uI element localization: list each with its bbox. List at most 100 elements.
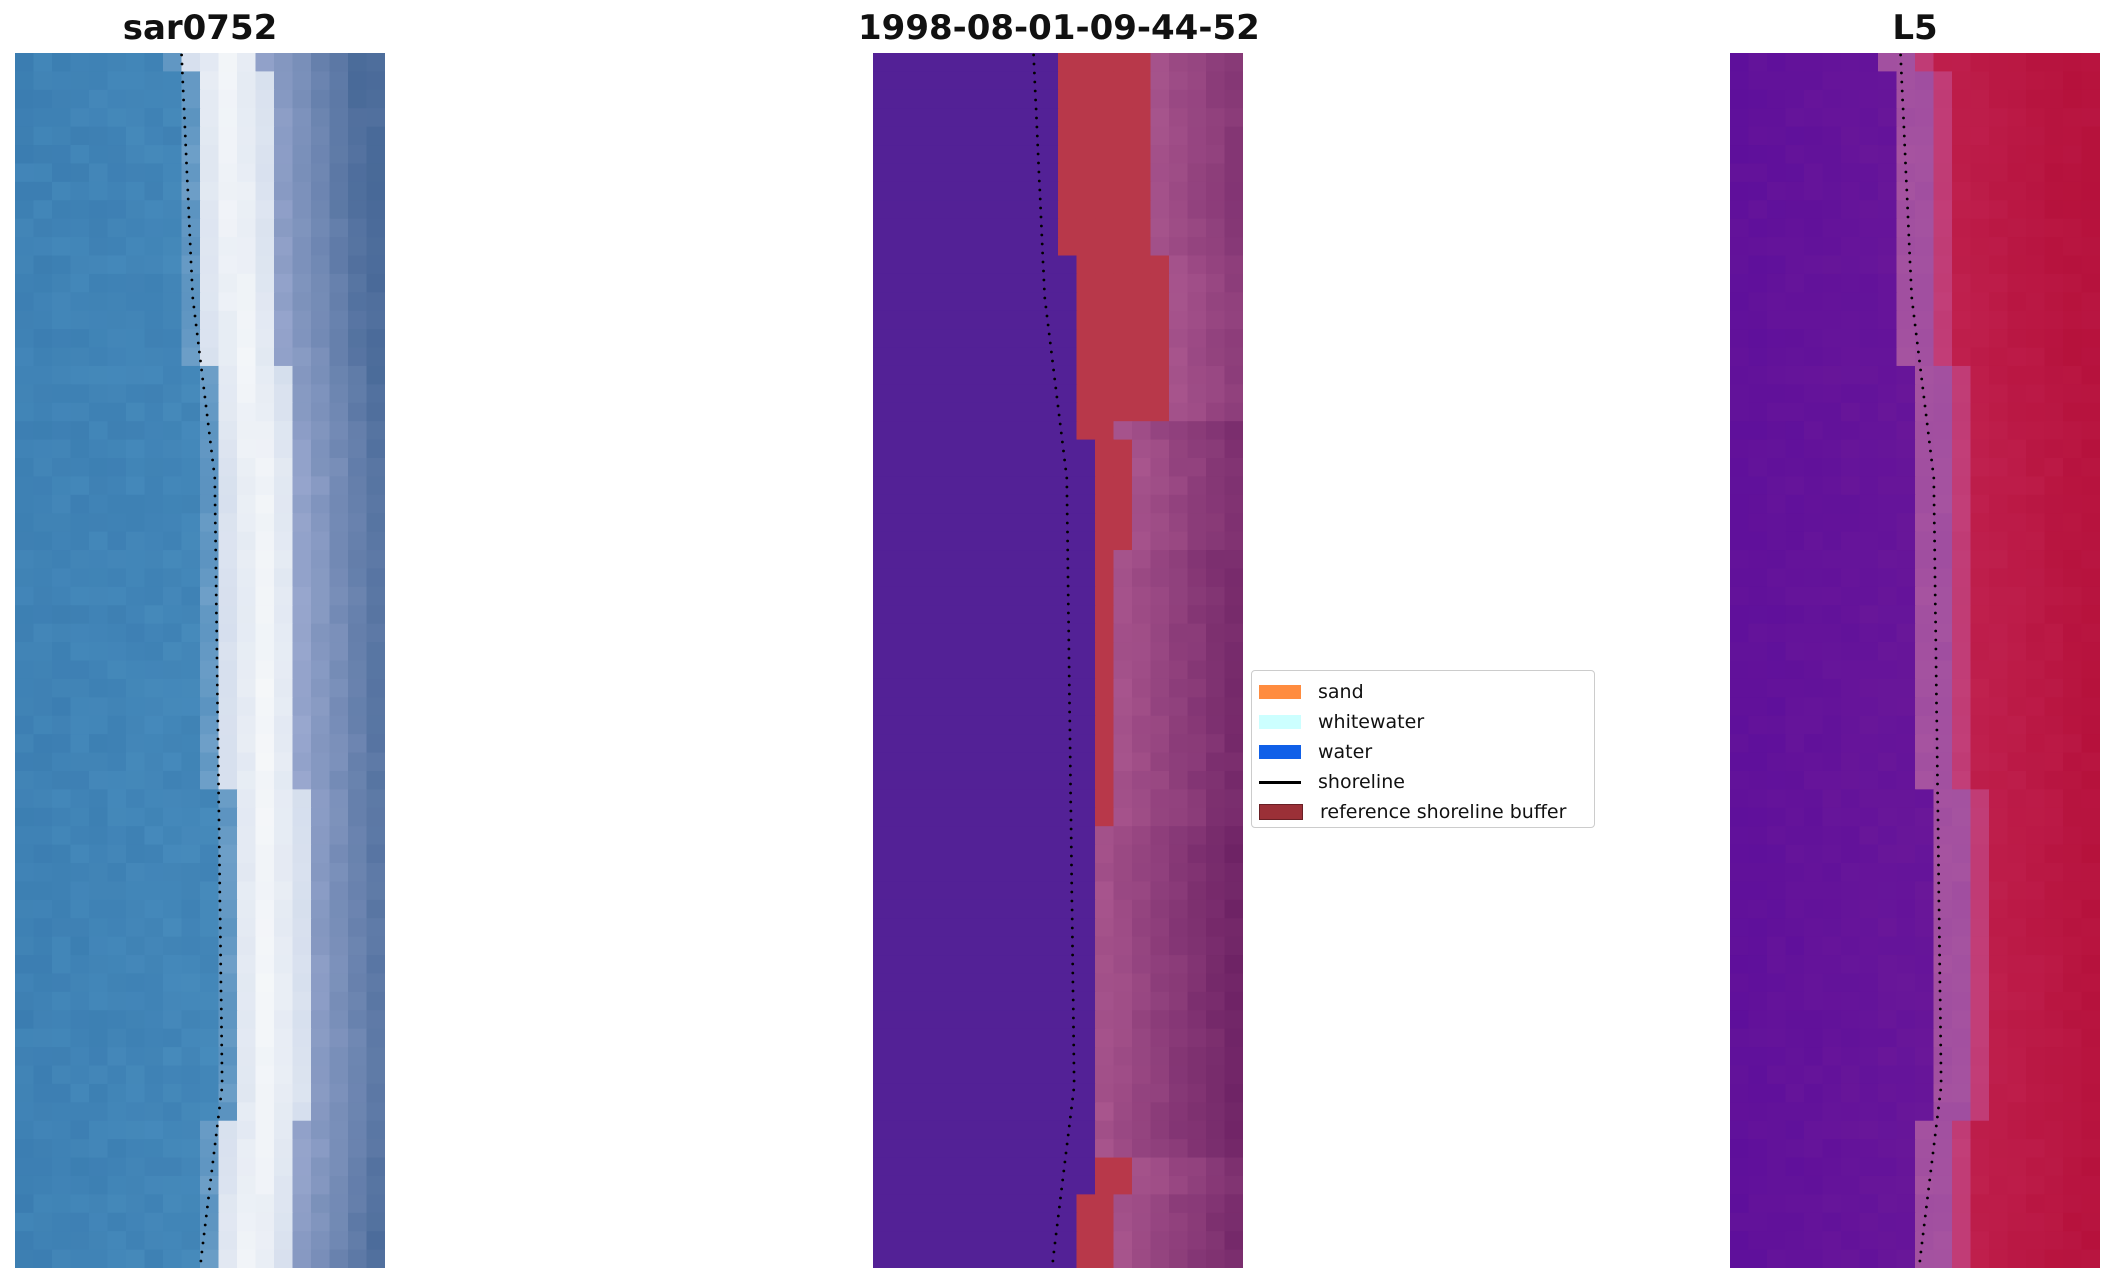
image-pixel (144, 844, 164, 864)
class-pixel (1206, 126, 1226, 146)
shoreline-point (1924, 413, 1928, 417)
class-pixel (1132, 421, 1152, 441)
class-pixel (910, 715, 930, 735)
class-pixel (1187, 439, 1207, 459)
index-pixel (1804, 715, 1824, 735)
shoreline-point (214, 548, 218, 552)
shoreline-point (1938, 989, 1942, 993)
class-pixel (873, 678, 893, 698)
index-pixel (1896, 1231, 1916, 1251)
class-pixel (1169, 568, 1189, 588)
index-pixel (1989, 1249, 2009, 1268)
image-pixel (181, 1231, 201, 1251)
class-pixel (1206, 918, 1226, 938)
index-pixel (2007, 918, 2027, 938)
index-pixel (1730, 605, 1750, 625)
class-pixel (1021, 531, 1041, 551)
image-pixel (107, 789, 127, 809)
image-pixel (274, 200, 294, 220)
class-pixel (1076, 789, 1096, 809)
image-pixel (311, 1120, 331, 1140)
shoreline-point (1939, 1016, 1942, 1020)
image-pixel (70, 752, 90, 772)
class-pixel (910, 586, 930, 606)
class-pixel (984, 1194, 1004, 1214)
class-pixel (1058, 678, 1078, 698)
class-pixel (1224, 660, 1243, 680)
image-pixel (292, 108, 312, 128)
image-pixel (144, 89, 164, 109)
index-pixel (1952, 1083, 1972, 1103)
index-pixel (1767, 1120, 1787, 1140)
image-pixel (366, 200, 385, 220)
image-pixel (70, 991, 90, 1011)
index-pixel (1822, 881, 1842, 901)
shoreline-point (217, 791, 221, 795)
image-pixel (52, 1102, 72, 1122)
image-pixel (255, 255, 275, 275)
class-pixel (1076, 1157, 1096, 1177)
class-pixel (873, 973, 893, 993)
image-pixel (200, 402, 220, 422)
index-pixel (1896, 991, 1916, 1011)
shoreline-point (1904, 179, 1908, 183)
class-pixel (1095, 1083, 1115, 1103)
image-pixel (255, 1083, 275, 1103)
image-pixel (15, 844, 35, 864)
image-pixel (126, 458, 146, 478)
class-pixel (873, 494, 893, 514)
index-pixel (1822, 513, 1842, 533)
class-pixel (947, 218, 967, 238)
index-pixel (1859, 402, 1879, 422)
image-pixel (292, 918, 312, 938)
index-pixel (1859, 1249, 1879, 1268)
image-pixel (329, 789, 349, 809)
index-pixel (2044, 770, 2064, 790)
shoreline-point (1931, 1151, 1935, 1155)
index-pixel (1896, 1157, 1916, 1177)
image-pixel (126, 844, 146, 864)
index-pixel (1730, 1175, 1750, 1195)
class-pixel (965, 826, 985, 846)
image-pixel (15, 863, 35, 883)
index-pixel (1748, 310, 1768, 330)
image-pixel (107, 1231, 127, 1251)
image-pixel (292, 605, 312, 625)
index-pixel (2007, 476, 2027, 496)
class-pixel (1206, 1083, 1226, 1103)
index-pixel (1859, 1194, 1879, 1214)
image-pixel (163, 218, 183, 238)
class-pixel (1132, 108, 1152, 128)
image-pixel (33, 1028, 53, 1048)
index-pixel (2026, 605, 2046, 625)
shoreline-point (1071, 953, 1074, 957)
class-pixel (873, 715, 893, 735)
image-pixel (255, 660, 275, 680)
index-pixel (2044, 53, 2064, 73)
image-pixel (311, 494, 331, 514)
class-pixel (1224, 1231, 1243, 1251)
class-pixel (1113, 844, 1133, 864)
class-pixel (1187, 752, 1207, 772)
image-pixel (292, 991, 312, 1011)
image-pixel (200, 126, 220, 146)
class-pixel (1169, 384, 1189, 404)
class-pixel (1095, 476, 1115, 496)
index-pixel (1915, 273, 1935, 293)
class-pixel (1021, 550, 1041, 570)
class-pixel (1132, 1120, 1152, 1140)
image-pixel (255, 1065, 275, 1085)
index-pixel (2081, 936, 2100, 956)
index-pixel (1878, 53, 1898, 73)
index-pixel (1730, 1194, 1750, 1214)
shoreline-point (185, 170, 189, 174)
index-pixel (1804, 826, 1824, 846)
index-pixel (1952, 89, 1972, 109)
image-pixel (163, 494, 183, 514)
class-pixel (891, 329, 911, 349)
index-pixel (1896, 715, 1916, 735)
class-pixel (1224, 145, 1243, 165)
index-pixel (1989, 218, 2009, 238)
index-pixel (1804, 955, 1824, 975)
image-pixel (255, 1212, 275, 1232)
